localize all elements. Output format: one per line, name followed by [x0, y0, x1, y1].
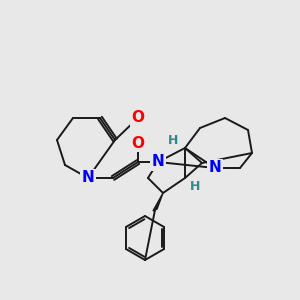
Text: H: H [168, 134, 178, 146]
Text: O: O [131, 110, 145, 125]
Text: N: N [208, 160, 221, 175]
Text: O: O [131, 136, 145, 151]
Polygon shape [153, 193, 163, 211]
Text: N: N [82, 170, 94, 185]
Text: N: N [152, 154, 164, 169]
Text: H: H [190, 179, 200, 193]
